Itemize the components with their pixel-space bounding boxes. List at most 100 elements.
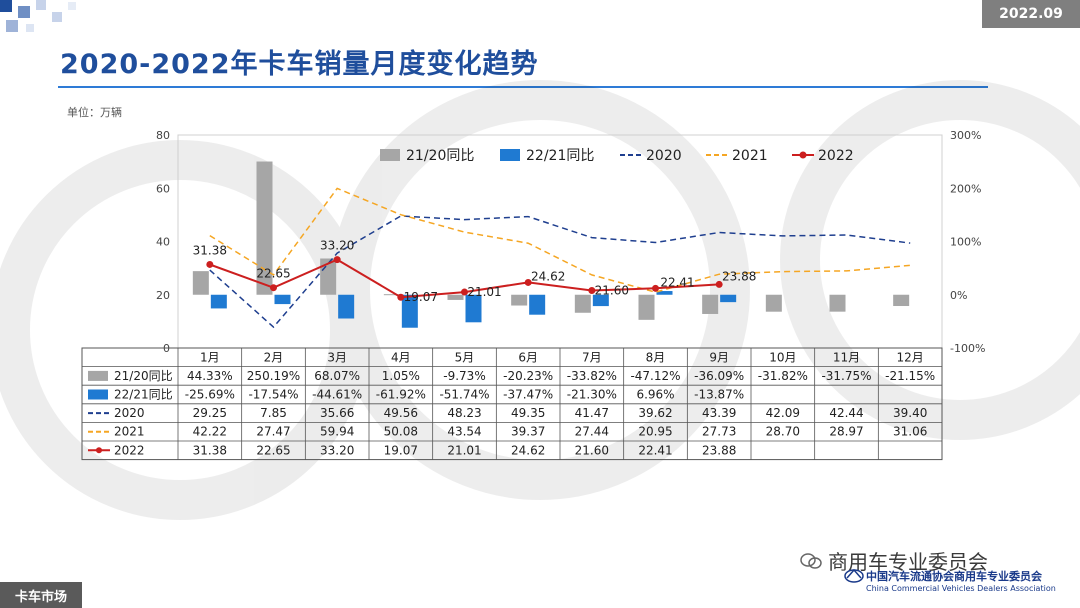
legend-label-22/21同比: 22/21同比 (526, 148, 594, 164)
line-2020 (209, 215, 911, 329)
x-tick-label: 11月 (833, 350, 860, 364)
table-cell: 31.38 (193, 443, 227, 457)
unit-label: 单位：万辆 (67, 106, 122, 119)
association-name-en: China Commercial Vehicles Dealers Associ… (866, 584, 1056, 593)
table-cell: -36.09% (694, 369, 744, 383)
data-label-2022: 33.20 (320, 239, 354, 253)
x-tick-label: 8月 (646, 350, 666, 364)
point-2022 (715, 280, 723, 288)
table-cell: 250.19% (247, 369, 300, 383)
data-label-2022: 24.62 (531, 269, 565, 283)
corner-decoration (0, 0, 76, 32)
table-cell: 35.66 (320, 406, 354, 420)
data-label-2022: 22.65 (256, 267, 290, 281)
title-divider (58, 86, 988, 88)
row-header-2020: 2020 (114, 406, 145, 420)
table-cell: 42.44 (829, 406, 863, 420)
table-cell: 23.88 (702, 443, 736, 457)
row-header-21/20同比: 21/20同比 (114, 369, 173, 383)
point-2022 (333, 256, 341, 264)
table-cell: 43.39 (702, 406, 736, 420)
table-cell: 49.56 (384, 406, 418, 420)
x-tick-label: 7月 (582, 350, 602, 364)
table-cell: 39.40 (893, 406, 927, 420)
row-header-2021: 2021 (114, 425, 145, 439)
point-2022 (270, 284, 277, 292)
bar-21/20同比 (702, 294, 719, 314)
table-cell: -61.92% (376, 388, 426, 402)
legend-swatch-22/21同比 (500, 149, 520, 161)
wechat-icon (800, 552, 822, 569)
bar-22/21同比 (210, 294, 227, 309)
bar-22/21同比 (529, 294, 546, 315)
y-left-tick-label: 20 (156, 289, 170, 302)
bar-22/21同比 (401, 294, 418, 328)
x-tick-label: 6月 (518, 350, 538, 364)
y-left-tick-label: 40 (156, 236, 170, 249)
table-cell: -44.61% (312, 388, 362, 402)
row-key-marker-2022 (96, 447, 102, 454)
table-cell: 44.33% (187, 369, 233, 383)
x-tick-label: 12月 (897, 350, 924, 364)
legend-label-21/20同比: 21/20同比 (406, 148, 474, 164)
table-cell: 20.95 (638, 425, 672, 439)
bar-21/20同比 (511, 294, 528, 306)
table-cell: 42.09 (766, 406, 800, 420)
legend-label-2022: 2022 (818, 148, 854, 164)
table-cell: 1.05% (382, 369, 420, 383)
plot-frame (177, 134, 943, 349)
table-cell: -21.15% (885, 369, 935, 383)
section-tag: 卡车市场 (0, 582, 82, 608)
table-cell: 24.62 (511, 443, 545, 457)
x-tick-label: 10月 (769, 350, 796, 364)
table-cell: -25.69% (185, 388, 235, 402)
table-cell: 7.85 (260, 406, 287, 420)
table-cell: 31.06 (893, 425, 927, 439)
table-cell: 22.41 (638, 443, 672, 457)
bar-21/20同比 (447, 294, 464, 300)
point-2022 (588, 286, 596, 294)
data-label-2022: 21.60 (595, 283, 629, 297)
bar-21/20同比 (765, 294, 782, 312)
table-cell: 41.47 (575, 406, 609, 420)
table-cell: -13.87% (694, 388, 744, 402)
bar-21/20同比 (320, 258, 337, 295)
association-name-cn: 中国汽车流通协会商用车专业委员会 (866, 570, 1042, 583)
table-cell: 28.70 (766, 425, 800, 439)
bar-22/21同比 (338, 294, 355, 319)
data-label-2022: 23.88 (722, 269, 756, 283)
y-right-tick-label: 0% (950, 289, 967, 302)
bar-21/20同比 (893, 294, 910, 307)
data-label-2022: 19.07 (404, 290, 438, 304)
bar-22/21同比 (720, 294, 737, 303)
bar-22/21同比 (592, 294, 609, 307)
x-tick-label: 3月 (327, 350, 347, 364)
row-key-22/21同比 (88, 389, 108, 400)
point-2022 (206, 260, 214, 268)
data-label-2022: 21.01 (467, 285, 501, 299)
x-tick-label: 2月 (264, 350, 284, 364)
x-tick-label: 1月 (200, 350, 220, 364)
table-cell: 42.22 (193, 425, 227, 439)
table-cell: 28.97 (829, 425, 863, 439)
y-left-tick-label: 60 (156, 182, 170, 195)
bar-21/20同比 (383, 294, 400, 296)
table-cell: 33.20 (320, 443, 354, 457)
bar-21/20同比 (829, 294, 846, 312)
table-cell: -20.23% (503, 369, 553, 383)
bar-21/20同比 (192, 271, 209, 295)
y-left-tick-label: 80 (156, 129, 170, 142)
table-cell: -31.75% (821, 369, 871, 383)
bar-22/21同比 (274, 294, 291, 305)
table-cell: 19.07 (384, 443, 418, 457)
table-cell: 21.01 (447, 443, 481, 457)
table-cell: 27.47 (256, 425, 290, 439)
table-cell: 29.25 (193, 406, 227, 420)
table-cell: 43.54 (447, 425, 481, 439)
table-cell: 21.60 (575, 443, 609, 457)
table-cell: -51.74% (439, 388, 489, 402)
table-cell: -17.54% (248, 388, 298, 402)
legend-label-2021: 2021 (732, 148, 768, 164)
data-label-2022: 31.38 (193, 243, 227, 257)
